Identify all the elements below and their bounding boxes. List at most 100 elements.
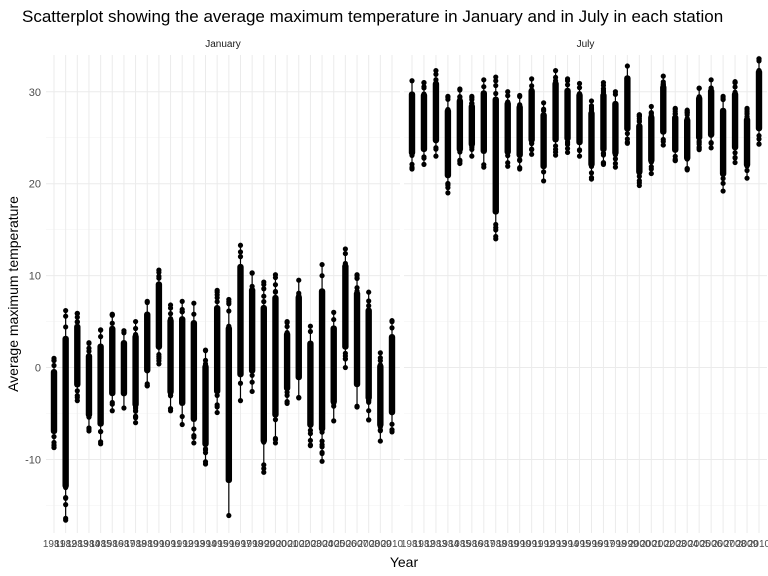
data-point [672, 118, 678, 125]
data-point-min [296, 395, 302, 401]
data-point [191, 415, 197, 421]
data-point [237, 324, 244, 330]
facet-strip-label: January [205, 39, 241, 50]
data-point [191, 362, 197, 368]
year-points-1993 [190, 300, 198, 446]
data-point-max [109, 311, 115, 317]
data-point-max [672, 105, 678, 111]
data-point [660, 79, 666, 85]
data-point [63, 484, 69, 491]
x-tick-label: 1985 [89, 539, 112, 550]
data-point [469, 100, 475, 107]
data-point [296, 292, 302, 298]
data-point [588, 135, 595, 142]
data-point [744, 163, 750, 169]
year-points-2009 [743, 105, 751, 181]
data-point [624, 136, 630, 142]
data-point [109, 335, 115, 341]
data-point [377, 387, 383, 394]
data-point [720, 126, 726, 132]
data-point [74, 351, 80, 357]
data-point [481, 105, 487, 111]
data-point [648, 136, 654, 142]
x-tick-label: 1988 [124, 539, 147, 550]
data-point [445, 185, 451, 191]
data-point [696, 120, 702, 127]
data-point [226, 431, 232, 437]
data-point [226, 308, 232, 314]
data-point [284, 384, 290, 390]
data-point [552, 101, 559, 108]
data-point [202, 357, 209, 364]
data-point [505, 115, 511, 121]
data-point [132, 354, 139, 360]
point-cluster [190, 319, 198, 422]
data-point [237, 360, 244, 366]
data-point [307, 412, 314, 418]
year-points-1984 [85, 340, 93, 434]
data-point [354, 371, 360, 377]
data-point [214, 292, 220, 298]
data-point [366, 314, 372, 320]
year-points-1982 [420, 79, 428, 167]
data-point [319, 429, 325, 435]
x-tick-label: 2001 [276, 539, 299, 550]
year-points-1981 [50, 355, 58, 451]
data-point-max [648, 103, 654, 110]
data-point [708, 85, 714, 91]
data-point [191, 410, 197, 416]
data-point-max [202, 347, 209, 353]
data-point [342, 316, 348, 323]
data-point [191, 392, 197, 398]
data-point [541, 148, 547, 154]
x-tick-label: 1988 [485, 539, 508, 550]
data-point [366, 344, 372, 350]
year-points-1994 [564, 76, 571, 156]
x-tick-label: 1990 [509, 539, 532, 550]
x-tick-label: 2008 [724, 539, 747, 550]
data-point-min [469, 153, 475, 159]
year-points-1982 [62, 307, 69, 523]
year-points-1986 [468, 93, 476, 159]
data-point-min [272, 440, 279, 446]
data-point [272, 358, 279, 364]
data-point [457, 149, 463, 155]
data-point [517, 130, 523, 136]
data-point [588, 151, 595, 157]
data-point [377, 427, 383, 433]
data-point [307, 427, 314, 433]
data-point [261, 434, 267, 440]
data-point [732, 127, 738, 133]
data-point [636, 173, 642, 179]
data-point [51, 415, 57, 421]
data-point [331, 367, 337, 373]
data-point [167, 347, 174, 353]
data-point [132, 371, 139, 377]
y-tick-label: 20 [29, 179, 41, 191]
data-point [564, 121, 571, 128]
data-point [684, 147, 690, 153]
data-point [445, 106, 451, 113]
data-point [421, 155, 427, 161]
data-point [720, 175, 726, 182]
data-point [319, 335, 325, 342]
data-point [505, 99, 511, 105]
x-tick-label: 2009 [369, 539, 392, 550]
data-point [86, 363, 92, 369]
data-point [191, 311, 197, 317]
data-point [756, 91, 762, 97]
data-point-min [307, 443, 314, 449]
data-point [156, 344, 162, 350]
data-point [354, 334, 360, 340]
data-point [564, 90, 571, 96]
data-point [564, 145, 571, 152]
data-point [493, 158, 499, 164]
data-point [588, 125, 595, 132]
data-point [541, 156, 547, 162]
data-point [366, 394, 372, 401]
data-point [109, 371, 115, 377]
data-point [481, 84, 487, 90]
data-point [63, 324, 69, 330]
data-point [732, 99, 738, 106]
data-point [445, 141, 451, 148]
